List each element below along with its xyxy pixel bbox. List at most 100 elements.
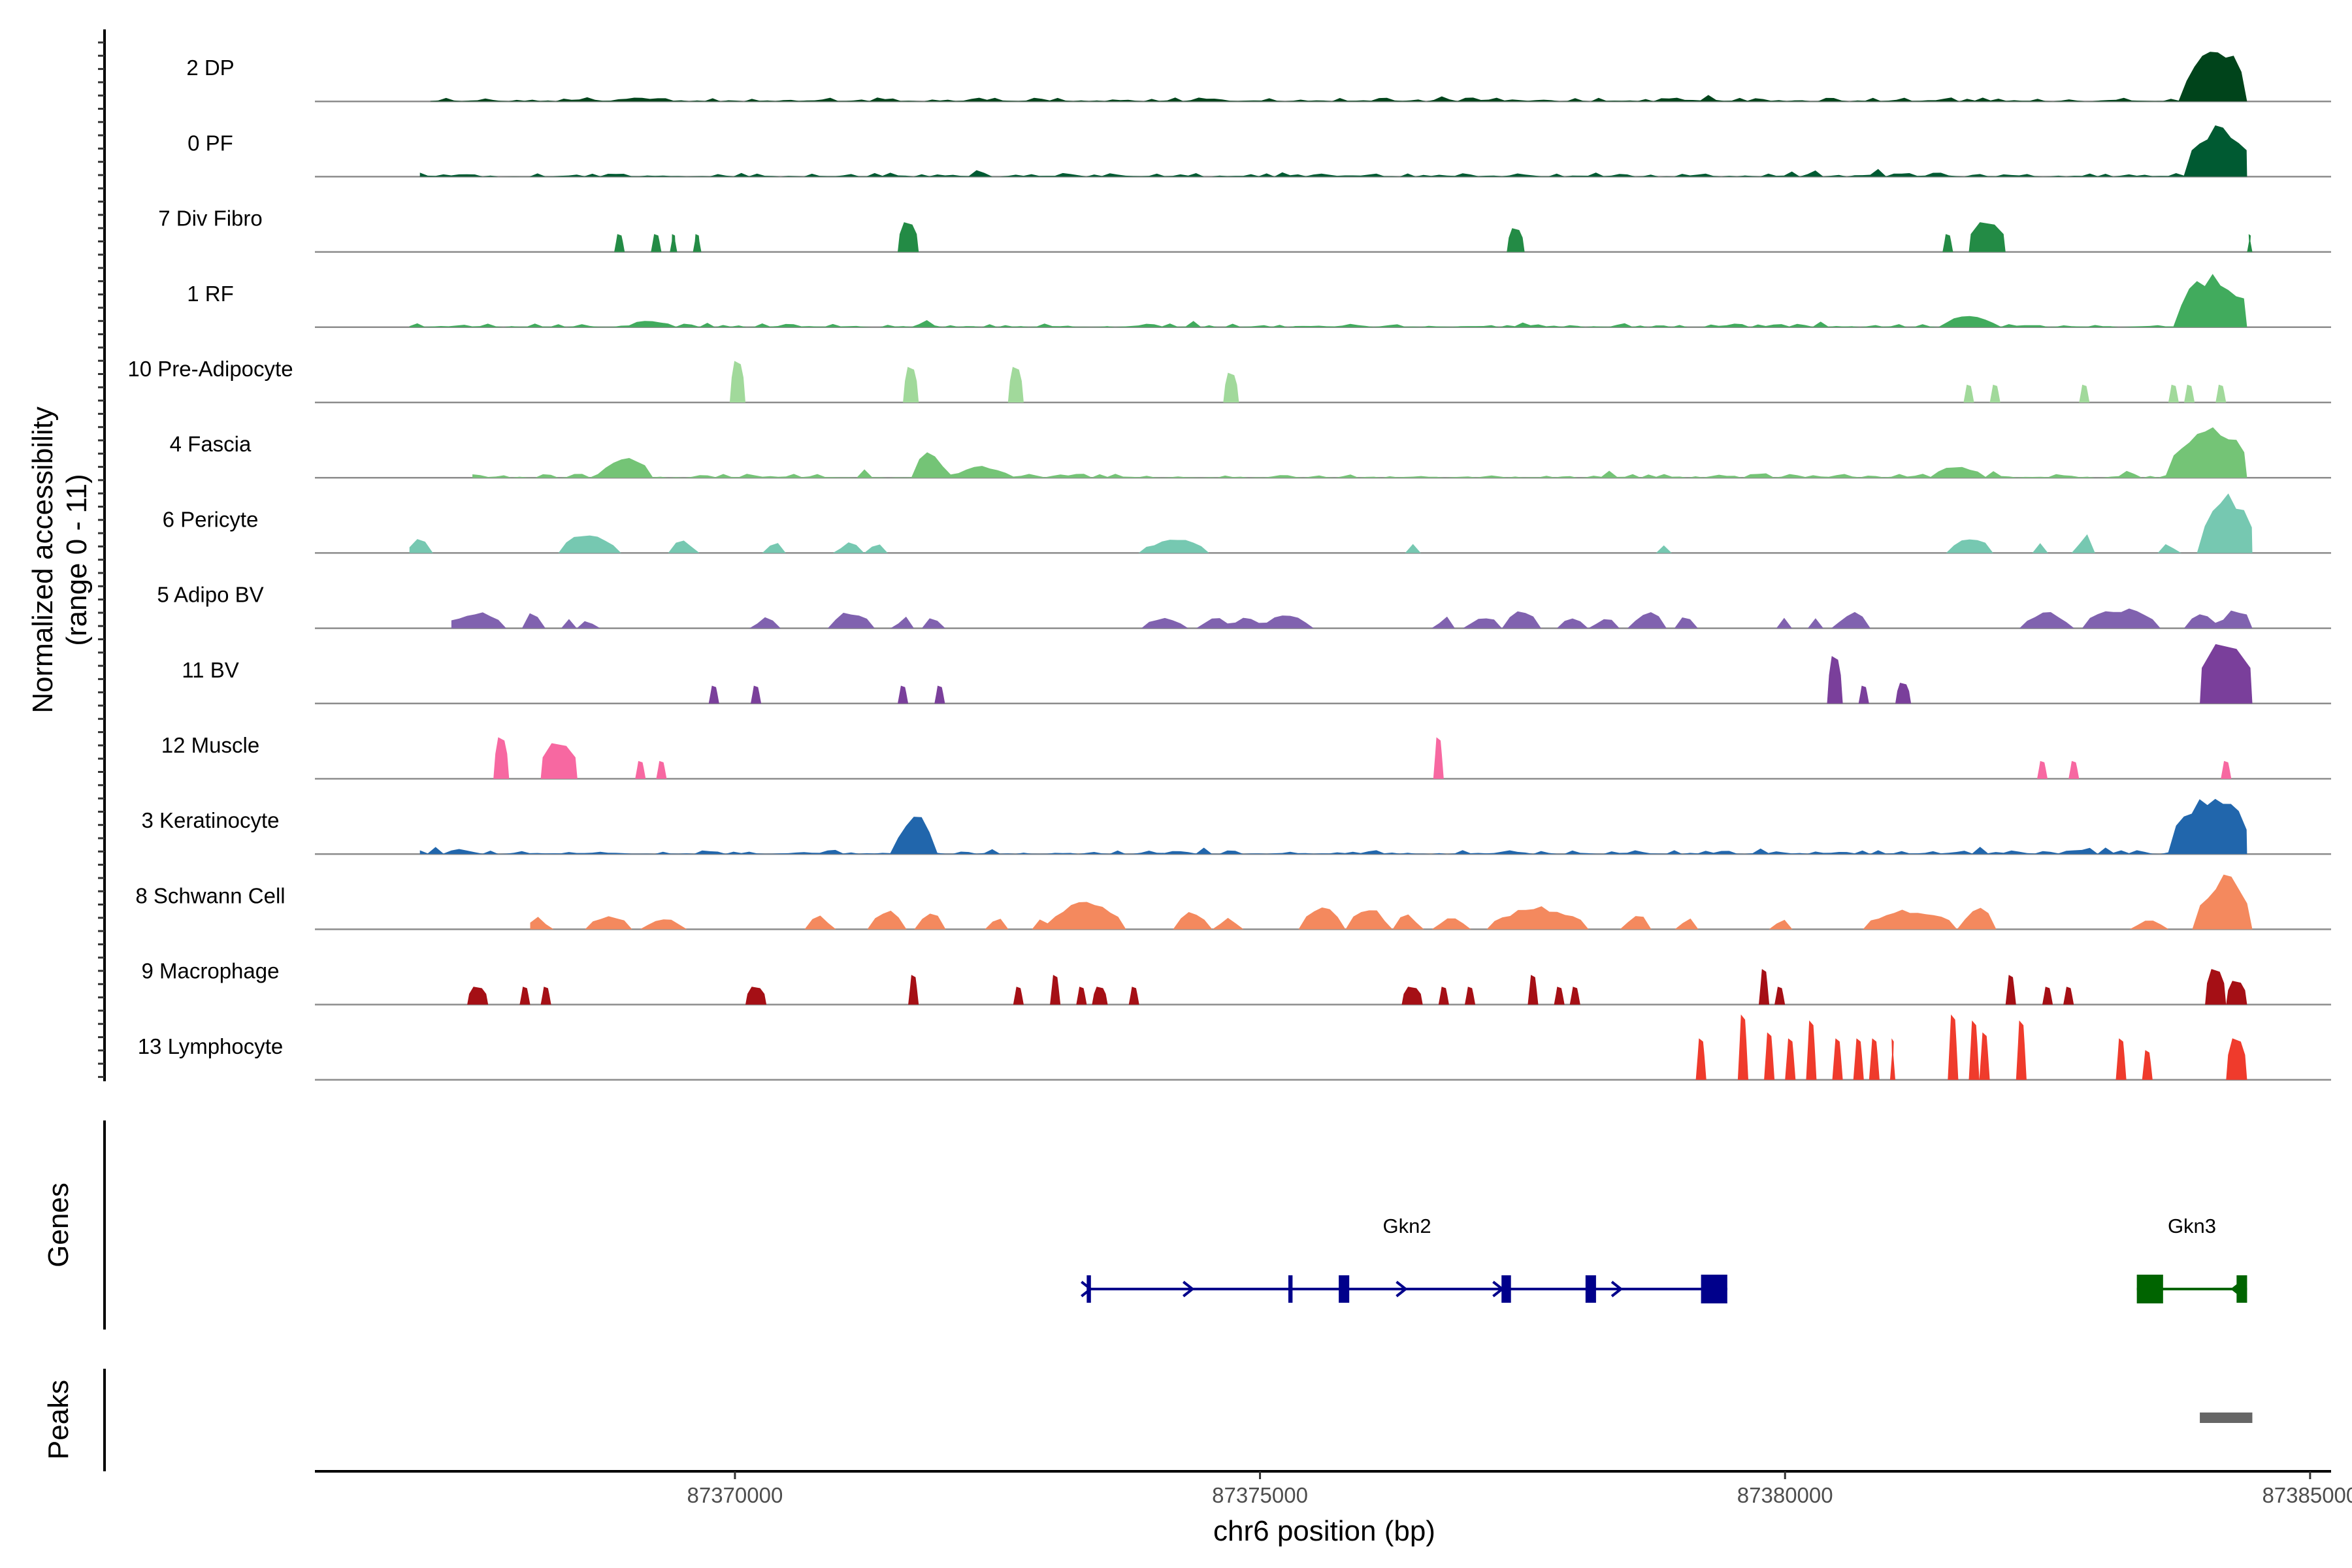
coverage-peak (467, 987, 489, 1005)
coverage-peak (693, 234, 702, 252)
coverage-area (451, 608, 2253, 629)
coverage-peak (2226, 1038, 2247, 1080)
gene-gkn3: Gkn3 (2136, 1215, 2247, 1303)
coverage-peak (1128, 987, 1139, 1005)
coverage-peak (1050, 975, 1061, 1005)
coverage-peak (2226, 981, 2247, 1005)
track-label: 9 Macrophage (142, 959, 280, 983)
coverage-peak (1401, 987, 1423, 1005)
coverage-peak (1942, 234, 1953, 252)
track-label: 10 Pre-Adipocyte (127, 357, 293, 381)
coverage-peak (2037, 760, 2048, 779)
track-label: 3 Keratinocyte (142, 808, 280, 832)
y-axis-range-label: (range 0 - 11) (61, 474, 93, 645)
coverage-peak (1832, 1038, 1843, 1080)
coverage-peak (1092, 987, 1108, 1005)
coverage-peak (1013, 987, 1024, 1005)
x-tick-label: 87375000 (1212, 1483, 1308, 1507)
coverage-peak (540, 743, 578, 779)
coverage-peak (2221, 760, 2232, 779)
track-label: 7 Div Fibro (158, 206, 263, 231)
track-0-pf: 0 PF (188, 125, 2331, 178)
coverage-peak (656, 760, 667, 779)
coverage-peak (751, 685, 762, 704)
coverage-peak (898, 685, 909, 704)
coverage-peak (1759, 969, 1770, 1005)
track-label: 5 Adipo BV (157, 583, 263, 607)
track-label: 6 Pericyte (163, 507, 259, 531)
peak-region (2200, 1413, 2253, 1423)
coverage-peak (519, 987, 531, 1005)
track-5-adipo-bv: 5 Adipo BV (157, 583, 2331, 629)
track-label: 2 DP (186, 56, 234, 80)
coverage-peak (2016, 1020, 2027, 1080)
track-8-schwann-cell: 8 Schwann Cell (135, 874, 2331, 930)
coverage-peak (2115, 1038, 2127, 1080)
coverage-peak (903, 367, 919, 402)
coverage-peak (1007, 367, 1024, 402)
coverage-peak (2005, 975, 2016, 1005)
track-4-fascia: 4 Fascia (170, 427, 2331, 479)
peak-track (2200, 1413, 2253, 1423)
coverage-peak (1465, 987, 1476, 1005)
coverage-peak (2200, 644, 2253, 704)
gene-track: Gkn2 Gkn3 (1081, 1215, 2247, 1303)
track-2-dp: 2 DP (186, 52, 2331, 103)
coverage-peak (1076, 987, 1087, 1005)
track-6-pericyte: 6 Pericyte (163, 493, 2331, 554)
coverage-peak (2205, 969, 2227, 1005)
coverage-peak (2184, 384, 2195, 402)
track-label: 1 RF (187, 282, 234, 306)
coverage-peak (1569, 987, 1580, 1005)
coverage-peak (1979, 1032, 1990, 1080)
genes-panel-title: Genes (42, 1183, 74, 1267)
coverage-peak (1889, 1038, 1895, 1080)
gene-exon (1288, 1275, 1293, 1303)
coverage-area (472, 427, 2247, 478)
gene-exon (2236, 1275, 2247, 1303)
strand-arrow (1081, 1281, 1093, 1298)
coverage-peak (1223, 372, 1239, 402)
coverage-peak (1989, 384, 2001, 402)
gene-exon (1501, 1275, 1511, 1303)
track-label: 12 Muscle (161, 733, 259, 757)
y-axis (98, 29, 106, 1081)
coverage-peak (908, 975, 919, 1005)
strand-arrow (2230, 1281, 2243, 1298)
coverage-peak (1869, 1038, 1880, 1080)
coverage-peak (1737, 1014, 1748, 1080)
y-axis-title: Normalized accessibility (27, 406, 59, 713)
gene-exon (1585, 1275, 1596, 1303)
gene-gkn2: Gkn2 (1081, 1215, 1727, 1303)
coverage-peak (2215, 384, 2227, 402)
strand-arrow (1610, 1281, 1624, 1298)
track-label: 4 Fascia (170, 432, 252, 456)
track-label: 13 Lymphocyte (138, 1034, 284, 1058)
coverage-peak (1438, 987, 1449, 1005)
track-label: 8 Schwann Cell (135, 883, 285, 907)
coverage-area (430, 52, 2247, 102)
coverage-peak (1968, 222, 2006, 252)
coverage-peak (540, 987, 551, 1005)
coverage-peak (1433, 737, 1444, 779)
coverage-peak (898, 222, 919, 252)
coverage-peak (614, 234, 625, 252)
coverage-peak (651, 234, 662, 252)
coverage-peak (729, 361, 745, 402)
strand-arrow (1183, 1281, 1195, 1298)
coverage-peak (1948, 1014, 1959, 1080)
coverage-peak (1853, 1038, 1864, 1080)
gene-exon (2136, 1275, 2163, 1303)
coverage-area (419, 798, 2247, 855)
accessibility-tracks: 2 DP 0 PF 7 Div Fibro 1 RF 10 Pre-Adipocyte 4… (127, 52, 2331, 1081)
gene-label: Gkn2 (1383, 1215, 1431, 1237)
gene-exon (1701, 1275, 1727, 1303)
coverage-peak (493, 737, 510, 779)
strand-arrow (1492, 1281, 1505, 1298)
track-label: 11 BV (182, 658, 238, 682)
coverage-peak (2068, 760, 2080, 779)
gene-label: Gkn3 (2168, 1215, 2216, 1237)
strand-arrow (1396, 1281, 1408, 1298)
track-10-pre-adipocyte: 10 Pre-Adipocyte (127, 357, 2331, 404)
